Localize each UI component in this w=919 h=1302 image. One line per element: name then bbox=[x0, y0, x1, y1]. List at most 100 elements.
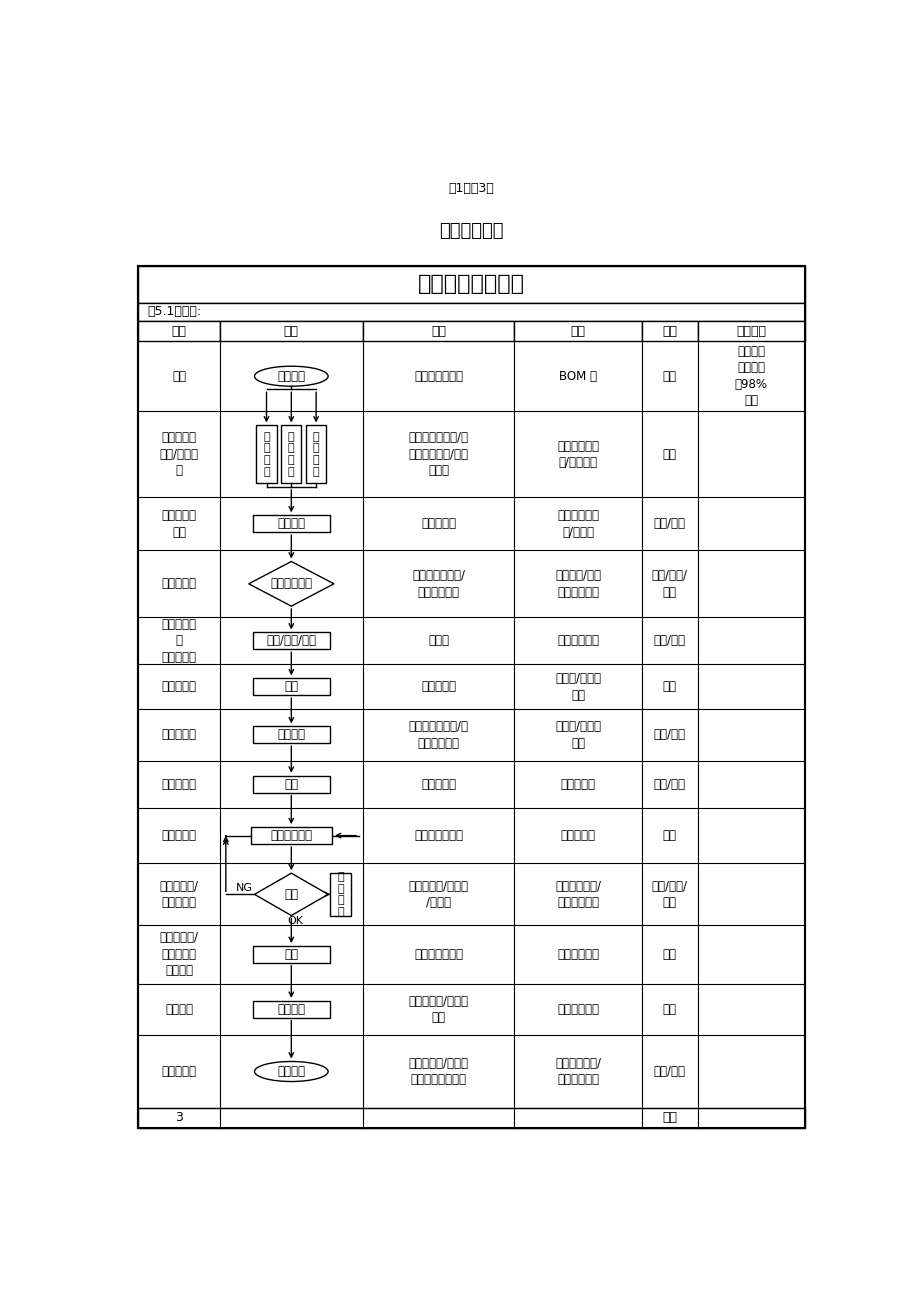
Text: 生管/采购: 生管/采购 bbox=[653, 728, 686, 741]
Bar bbox=[363, 322, 514, 341]
Text: 委外进度跟催: 委外进度跟催 bbox=[270, 829, 312, 842]
Text: 生管/采购: 生管/采购 bbox=[653, 517, 686, 530]
Text: 实物出入帐/月结对
帐单: 实物出入帐/月结对 帐单 bbox=[408, 995, 468, 1025]
Bar bbox=[138, 302, 804, 322]
Bar bbox=[138, 322, 220, 341]
Bar bbox=[138, 266, 804, 302]
Text: 仓库/采购: 仓库/采购 bbox=[653, 777, 686, 790]
Bar bbox=[138, 266, 804, 1128]
Text: 委外加工单: 委外加工单 bbox=[560, 829, 595, 842]
Text: 采购/开发: 采购/开发 bbox=[653, 634, 686, 647]
Text: 备料: 备料 bbox=[284, 680, 298, 693]
Text: 委外加工单: 委外加工单 bbox=[421, 517, 456, 530]
Text: 采
购
计
划: 采 购 计 划 bbox=[263, 432, 269, 477]
Text: 厂商送货单/
进料检验单
各种表单: 厂商送货单/ 进料检验单 各种表单 bbox=[159, 931, 199, 978]
Text: 委外进度跟催表: 委外进度跟催表 bbox=[414, 829, 462, 842]
Text: 委外产品需
求表: 委外产品需 求表 bbox=[161, 509, 197, 539]
Text: NG: NG bbox=[235, 883, 253, 893]
Text: 仓储管理程序: 仓储管理程序 bbox=[557, 1003, 598, 1016]
Bar bbox=[253, 727, 330, 743]
Text: 3: 3 bbox=[175, 1112, 183, 1125]
Text: 浙江天元机电: 浙江天元机电 bbox=[438, 221, 504, 240]
Text: BOM 表: BOM 表 bbox=[559, 370, 596, 383]
Text: 入库: 入库 bbox=[284, 948, 298, 961]
Bar bbox=[138, 1108, 804, 1128]
Text: 仓储管理程序: 仓储管理程序 bbox=[557, 948, 598, 961]
Text: 制定: 制定 bbox=[662, 1112, 676, 1125]
Bar bbox=[220, 322, 363, 341]
Text: 委外加工单: 委外加工单 bbox=[161, 680, 197, 693]
Text: 厂商寻访评估: 厂商寻访评估 bbox=[270, 577, 312, 590]
Bar bbox=[253, 633, 330, 650]
Text: OK: OK bbox=[287, 915, 303, 926]
Text: 输出: 输出 bbox=[431, 324, 446, 337]
Text: 仓库: 仓库 bbox=[663, 1003, 676, 1016]
Text: 报价单: 报价单 bbox=[427, 634, 448, 647]
Text: 订单展开: 订单展开 bbox=[277, 370, 305, 383]
Text: 委
外
计
划: 委 外 计 划 bbox=[288, 432, 294, 477]
Text: 协力厂商评估表/
样品检验报告: 协力厂商评估表/ 样品检验报告 bbox=[412, 569, 465, 599]
Text: 委外产品
回厂及时
率98%
以上: 委外产品 回厂及时 率98% 以上 bbox=[734, 345, 767, 408]
Text: 委外加工管理程序: 委外加工管理程序 bbox=[417, 273, 525, 294]
Text: 进料检验单/退货单
/入库单: 进料检验单/退货单 /入库单 bbox=[408, 880, 468, 909]
Text: 委外加工单: 委外加工单 bbox=[560, 777, 595, 790]
Text: 仓库/采购/
品保: 仓库/采购/ 品保 bbox=[652, 880, 687, 909]
Bar bbox=[253, 776, 330, 793]
Text: 内
部
计
划: 内 部 计 划 bbox=[312, 432, 319, 477]
Bar bbox=[641, 322, 697, 341]
Text: 资料管理: 资料管理 bbox=[277, 1003, 305, 1016]
Bar bbox=[306, 426, 326, 483]
Text: 资源: 资源 bbox=[570, 324, 584, 337]
Text: 第1页共3页: 第1页共3页 bbox=[448, 182, 494, 195]
Text: 各种表单: 各种表单 bbox=[165, 1003, 193, 1016]
Text: 生管: 生管 bbox=[663, 370, 676, 383]
Text: 入库单/厂商送
货单: 入库单/厂商送 货单 bbox=[554, 720, 600, 750]
Text: 报价/议价/定价: 报价/议价/定价 bbox=[266, 634, 316, 647]
Text: 订单物料需
求表/产能资
料: 订单物料需 求表/产能资 料 bbox=[159, 431, 199, 478]
Text: 仓库: 仓库 bbox=[663, 948, 676, 961]
Text: 检验规范/协力
厂商管理程序: 检验规范/协力 厂商管理程序 bbox=[554, 569, 600, 599]
Bar bbox=[281, 426, 301, 483]
Text: 厂商送货单/
委外加工单: 厂商送货单/ 委外加工单 bbox=[159, 880, 199, 909]
Text: 委外加工单: 委外加工单 bbox=[421, 680, 456, 693]
Text: 委外产品需求
表/库存量: 委外产品需求 表/库存量 bbox=[557, 509, 598, 539]
Text: 委外加工单: 委外加工单 bbox=[161, 829, 197, 842]
Bar bbox=[253, 678, 330, 695]
Text: 入库单/委外加
工单: 入库单/委外加 工单 bbox=[554, 672, 600, 702]
Bar bbox=[253, 947, 330, 963]
Text: 验收: 验收 bbox=[284, 888, 298, 901]
Bar bbox=[330, 874, 350, 915]
Text: 合格协力厂
商
委外加工单: 合格协力厂 商 委外加工单 bbox=[161, 618, 197, 664]
Text: 仓库/采购: 仓库/采购 bbox=[653, 1065, 686, 1078]
Bar bbox=[256, 426, 277, 483]
Text: 订单物料需求
表/产能资料: 订单物料需求 表/产能资料 bbox=[557, 440, 598, 469]
Text: 输入: 输入 bbox=[171, 324, 187, 337]
Text: 仓库: 仓库 bbox=[663, 680, 676, 693]
Text: 委外加工单: 委外加工单 bbox=[161, 728, 197, 741]
Text: 接5.1流程图:: 接5.1流程图: bbox=[147, 305, 201, 318]
Text: 订单: 订单 bbox=[172, 370, 186, 383]
Text: 委外加工单: 委外加工单 bbox=[161, 577, 197, 590]
Text: 物料入库明细表: 物料入库明细表 bbox=[414, 948, 462, 961]
Text: 权责: 权责 bbox=[662, 324, 676, 337]
Text: 采购: 采购 bbox=[663, 829, 676, 842]
Bar bbox=[253, 516, 330, 533]
Text: 流程: 流程 bbox=[283, 324, 299, 337]
Text: 发货: 发货 bbox=[284, 777, 298, 790]
Text: 采购计划平衡表/委
外产品需求表/生产
指令单: 采购计划平衡表/委 外产品需求表/生产 指令单 bbox=[408, 431, 468, 478]
Text: 委外加工单: 委外加工单 bbox=[421, 777, 456, 790]
Text: 月结对帐单: 月结对帐单 bbox=[161, 1065, 197, 1078]
Bar bbox=[697, 322, 804, 341]
Bar bbox=[253, 1001, 330, 1018]
Text: 异
常
处
理: 异 常 处 理 bbox=[337, 872, 344, 917]
Text: 生产进度跟催表/采
购进度跟催表: 生产进度跟催表/采 购进度跟催表 bbox=[408, 720, 468, 750]
Text: 对帐请款: 对帐请款 bbox=[277, 1065, 305, 1078]
Text: 调查库存: 调查库存 bbox=[277, 517, 305, 530]
Text: 委外加工单: 委外加工单 bbox=[161, 777, 197, 790]
Text: 报价作业规范: 报价作业规范 bbox=[557, 634, 598, 647]
Text: 仓储管理程序/
采购管理程序: 仓储管理程序/ 采购管理程序 bbox=[554, 1057, 600, 1086]
Text: 月结对帐单/委外结
存差异扣款明细表: 月结对帐单/委外结 存差异扣款明细表 bbox=[408, 1057, 468, 1086]
Text: 采购/品保/
开发: 采购/品保/ 开发 bbox=[652, 569, 687, 599]
Text: 生管: 生管 bbox=[663, 448, 676, 461]
Text: 物料跟催: 物料跟催 bbox=[277, 728, 305, 741]
